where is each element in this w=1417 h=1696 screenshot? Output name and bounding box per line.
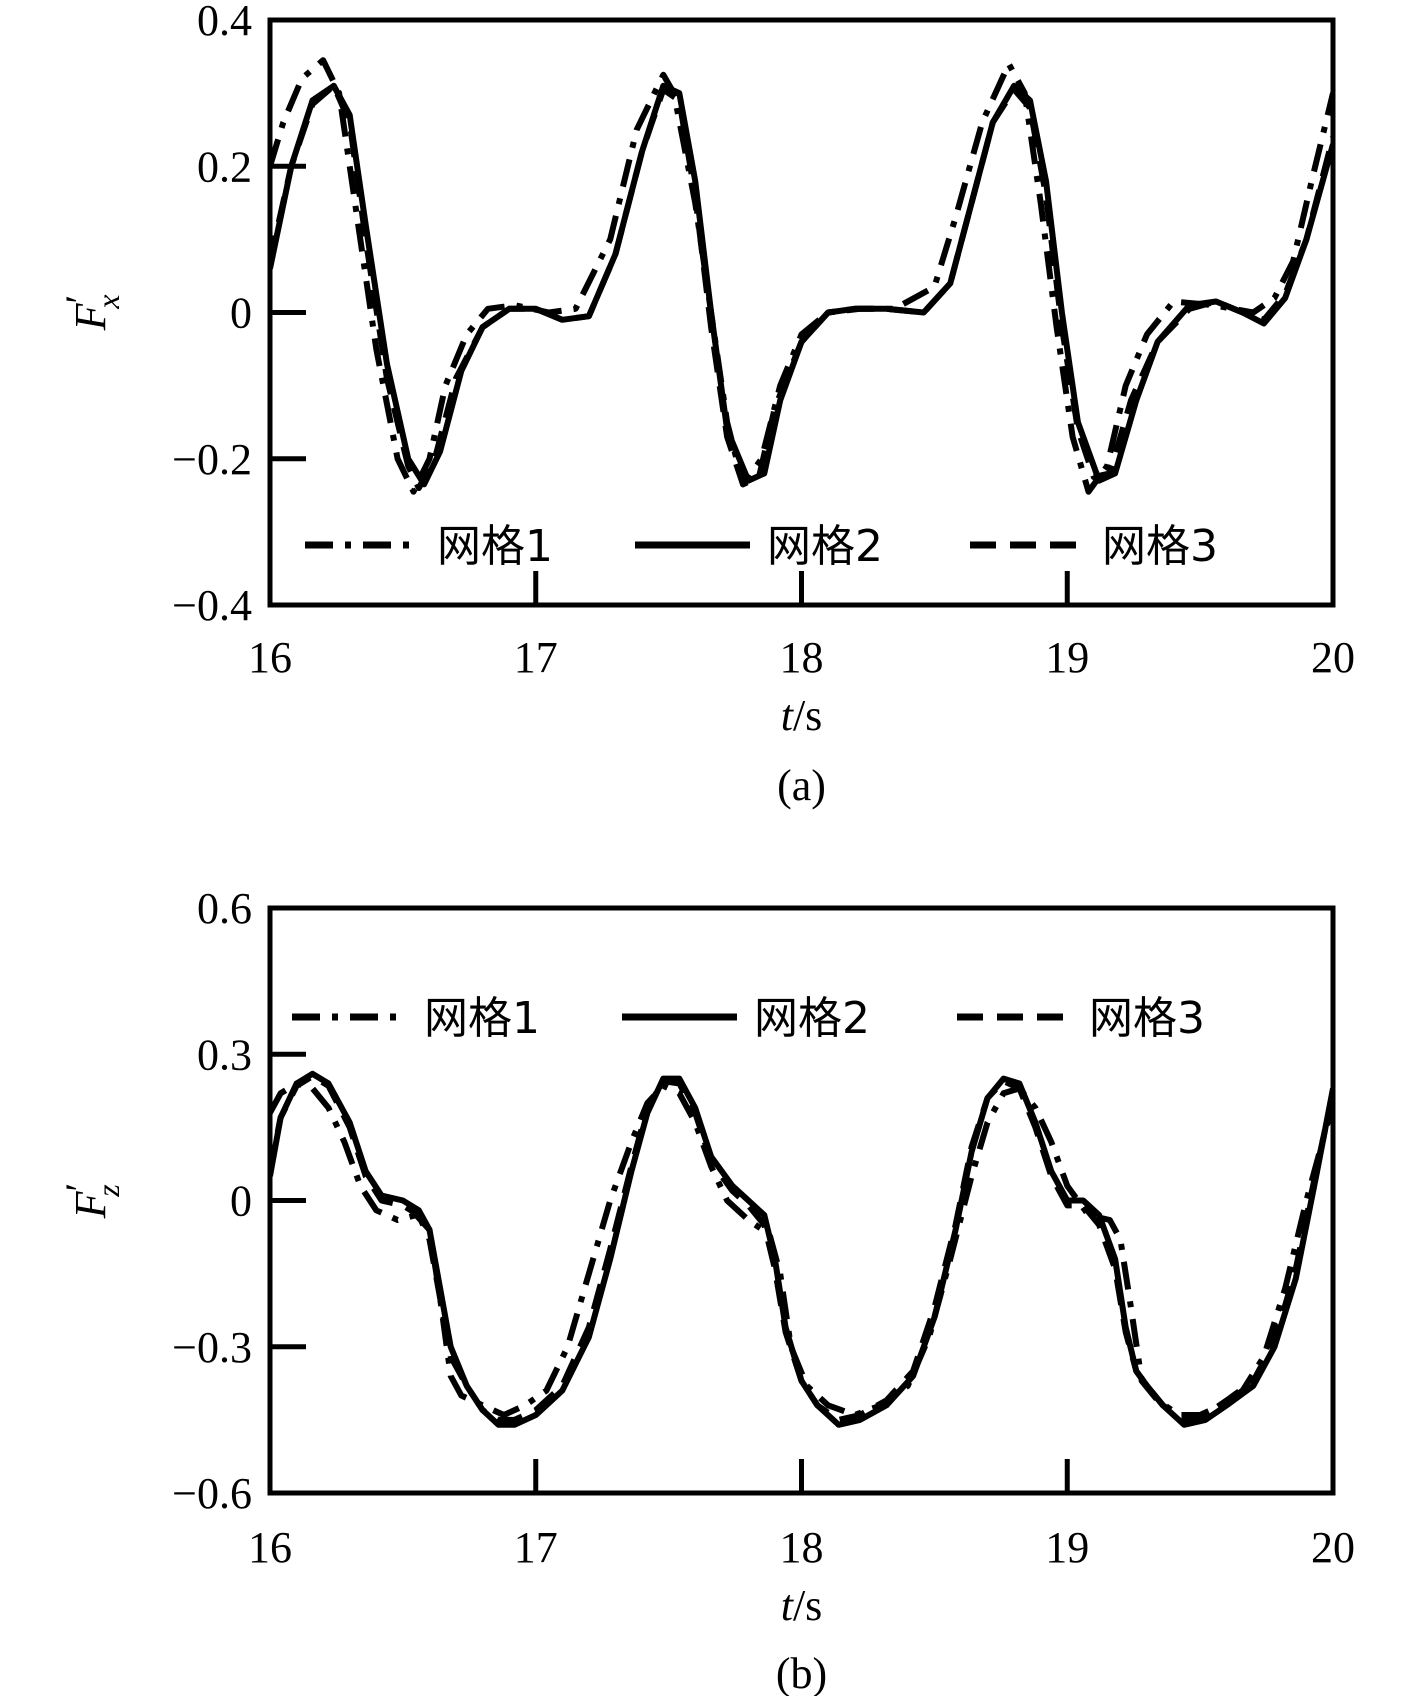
y-tick-label: −0.6: [172, 1469, 252, 1518]
series-line-3: [270, 1073, 1333, 1423]
y-tick-label: −0.4: [172, 581, 252, 630]
y-tick-label: 0: [230, 289, 252, 338]
x-axis-label: t/s: [781, 691, 823, 740]
y-tick-label: 0.6: [197, 884, 252, 933]
x-tick-label: 16: [248, 1523, 292, 1572]
y-tick-label: −0.2: [172, 435, 252, 484]
legend-label-1: 网格1: [424, 993, 540, 1044]
x-tick-label: 16: [248, 633, 292, 682]
plot-frame: [267, 17, 1336, 608]
y-axis-label: F′z: [57, 1183, 126, 1220]
legend-label-3: 网格3: [1102, 521, 1218, 572]
y-tick-label: −0.3: [172, 1323, 252, 1372]
series-group: [270, 1070, 1333, 1428]
panel-caption: (a): [777, 761, 826, 810]
x-tick-label: 19: [1045, 633, 1089, 682]
legend-label-2: 网格2: [767, 521, 883, 572]
y-tick-label: 0.2: [197, 142, 252, 191]
panel-b-chart: 16 17 18 19 20 −0.6 −0.3 0 0.3 0.6 网格1 网格2 网格3 t/s F′z…: [57, 884, 1355, 1696]
x-tick-label: 17: [514, 633, 558, 682]
series-group: [270, 57, 1333, 495]
legend-label-2: 网格2: [754, 993, 870, 1044]
y-axis-label: F′x: [57, 295, 126, 332]
panel-caption: (b): [776, 1649, 827, 1696]
series-line-2: [270, 82, 1333, 488]
x-tick-label: 19: [1045, 1523, 1089, 1572]
x-tick-label: 17: [514, 1523, 558, 1572]
legend-label-1: 网格1: [437, 521, 553, 572]
legend-label-3: 网格3: [1089, 993, 1205, 1044]
x-tick-label: 20: [1311, 1523, 1355, 1572]
x-tick-label: 18: [780, 633, 824, 682]
series-line-3: [270, 82, 1333, 491]
series-line-1: [270, 57, 1333, 495]
y-tick-label: 0.4: [197, 0, 252, 45]
y-tick-label: 0.3: [197, 1030, 252, 1079]
panel-a-chart: 16 17 18 19 20 −0.4 −0.2 0 0.2 0.4 网格1 网格2 网格3 t/s F′x…: [57, 0, 1355, 810]
x-tick-label: 18: [780, 1523, 824, 1572]
y-tick-label: 0: [230, 1177, 252, 1226]
x-axis-label: t/s: [781, 1581, 823, 1630]
x-tick-label: 20: [1311, 633, 1355, 682]
